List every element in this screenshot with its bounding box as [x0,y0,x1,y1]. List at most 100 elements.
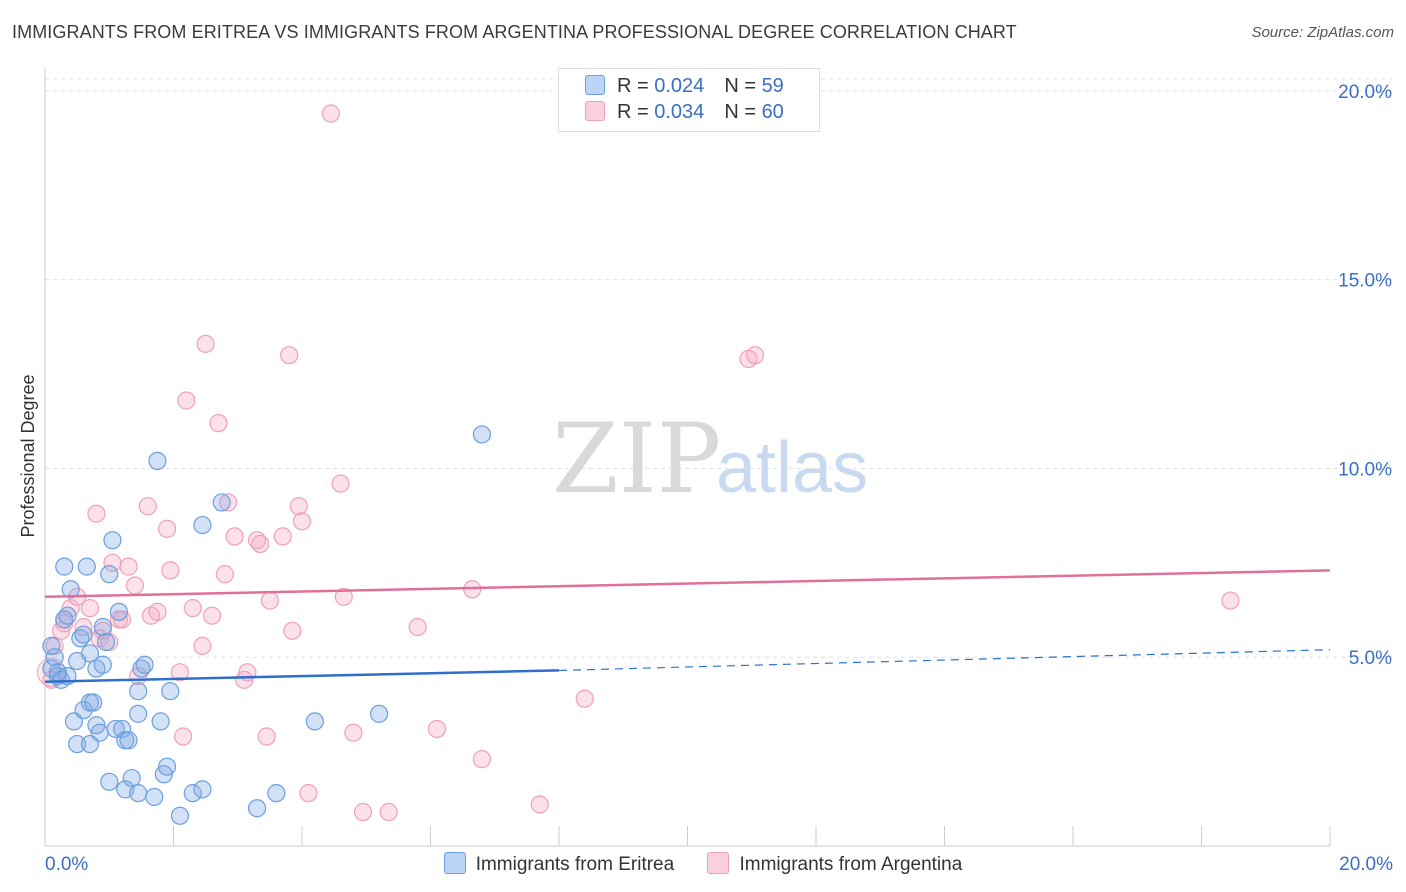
legend-row-argentina: R = 0.034 N = 60 [585,101,784,127]
point-eritrea [77,557,96,576]
point-argentina [289,497,308,516]
point-argentina [1221,591,1240,610]
point-argentina [74,617,93,637]
point-eritrea [157,757,177,776]
point-eritrea [129,784,148,803]
point-eritrea [48,663,67,682]
point-argentina [174,727,193,746]
point-eritrea [109,602,128,622]
point-argentina [530,795,549,814]
y-tick-label: 10.0% [1338,459,1392,480]
trend-line-eritrea-extension [558,649,1331,672]
point-eritrea [61,580,80,599]
point-argentina [344,723,363,742]
legend-row-eritrea: R = 0.024 N = 59 [585,75,784,101]
point-eritrea [151,712,170,731]
point-eritrea [122,768,141,788]
y-tick-label: 5.0% [1349,648,1392,669]
point-argentina [334,587,353,606]
point-argentina [183,599,202,618]
point-eritrea [212,493,231,512]
grid-lines [45,78,1392,658]
series-eritrea [42,425,491,825]
point-eritrea [267,784,286,803]
point-argentina [170,663,190,682]
point-eritrea [135,655,154,674]
point-argentina [299,784,318,803]
point-eritrea [129,704,148,723]
point-eritrea [80,644,100,663]
point-argentina [87,504,106,523]
point-argentina [251,534,270,554]
point-eritrea [472,425,491,444]
point-argentina [193,636,212,655]
chart-title: IMMIGRANTS FROM ERITREA VS IMMIGRANTS FR… [12,22,1017,42]
point-argentina [157,519,177,538]
x-tick-label-min: 0.0% [45,854,88,875]
point-eritrea [68,734,87,754]
point-argentina [219,493,238,512]
point-argentina [273,527,292,546]
point-eritrea [93,617,112,637]
point-argentina [408,617,427,637]
point-argentina [353,802,373,822]
legend-n-label: N = [724,75,762,97]
point-argentina [196,334,215,353]
point-eritrea [45,648,64,667]
point-argentina [148,602,167,622]
legend-swatch-argentina [585,101,605,121]
legend: R = 0.024 N = 59 R = 0.034 N = 60 [558,68,820,132]
point-argentina [119,557,138,576]
point-eritrea [84,693,103,712]
point-argentina [260,591,279,610]
legend-n-value-argentina: 60 [761,101,784,123]
bottom-legend-eritrea[interactable]: Immigrants from Eritrea [443,852,674,876]
chart-source: Source: ZipAtlas.com [1251,24,1394,41]
point-argentina [125,576,145,595]
x-tick-label-max: 20.0% [1339,854,1393,875]
point-eritrea [74,625,93,644]
point-argentina [138,497,157,516]
point-argentina [427,719,447,739]
tick-labels: 5.0% 10.0% 15.0% 20.0% 0.0% 20.0% [45,82,1393,875]
point-eritrea [170,806,190,825]
point-eritrea [74,700,93,720]
trend-line-eritrea [44,669,560,684]
legend-n-label: N = [724,101,762,123]
bottom-legend-swatch-argentina [707,852,730,874]
y-tick-label: 15.0% [1338,271,1392,292]
point-argentina [215,565,234,584]
legend-swatch-eritrea [585,75,605,95]
point-eritrea [161,682,180,701]
point-argentina [379,802,398,822]
point-eritrea [370,704,389,723]
bottom-legend: Immigrants from Eritrea Immigrants from … [0,852,1406,876]
y-axis-label: Professional Degree [18,374,38,537]
point-argentina [257,727,276,746]
legend-r-label: R = [617,75,655,97]
point-argentina [280,346,299,365]
point-eritrea [42,636,61,655]
trend-line-argentina [44,569,1331,599]
point-eritrea [145,787,164,807]
point-eritrea [193,515,212,535]
point-eritrea [90,723,109,742]
axes [44,68,1331,847]
point-eritrea [305,712,324,731]
bottom-legend-argentina[interactable]: Immigrants from Argentina [707,852,962,876]
point-argentina [225,527,244,546]
point-argentina [177,391,196,410]
legend-n-value-eritrea: 59 [761,75,784,97]
bottom-legend-swatch-eritrea [443,852,466,874]
point-eritrea [129,682,148,701]
legend-r-label: R = [617,101,655,123]
y-tick-label: 20.0% [1338,82,1392,103]
point-eritrea [100,772,119,791]
bottom-legend-label-argentina: Immigrants from Argentina [739,854,963,875]
point-eritrea [119,731,138,750]
point-argentina [80,599,100,618]
point-eritrea [93,655,112,674]
point-argentina [575,689,594,708]
point-eritrea [183,784,202,803]
